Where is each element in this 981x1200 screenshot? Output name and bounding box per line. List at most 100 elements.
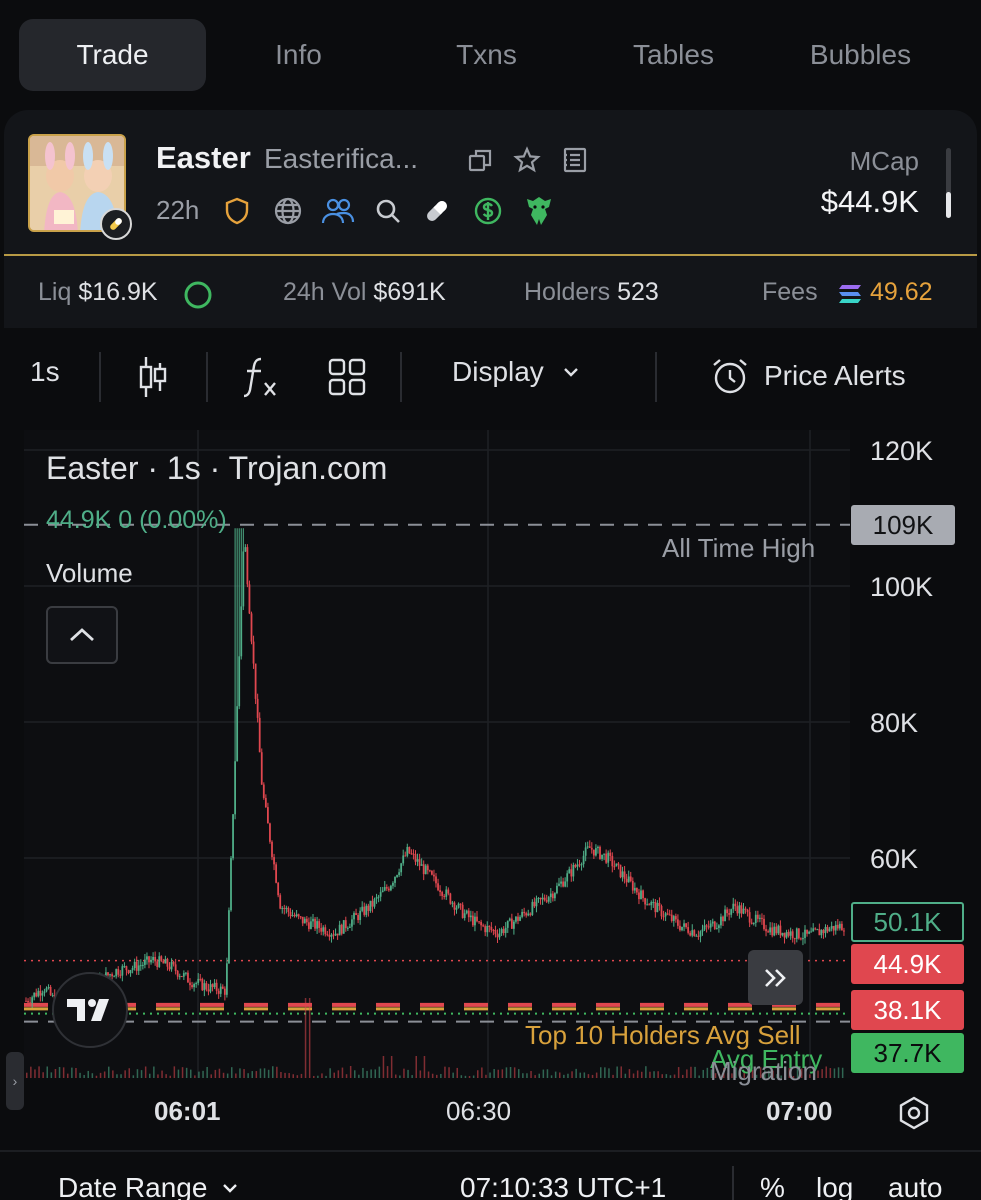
volume-bar [185, 1067, 188, 1078]
volume-bar [542, 1069, 545, 1078]
search-icon[interactable] [373, 196, 403, 226]
candle-body [195, 982, 198, 984]
candle-body [621, 871, 624, 878]
volume-bar [727, 1073, 729, 1078]
candle-body [590, 847, 593, 850]
volume-bar [776, 1074, 778, 1078]
volume-bar [456, 1067, 458, 1078]
layout-grid-icon[interactable] [326, 356, 368, 398]
display-dropdown[interactable]: Display [452, 356, 580, 388]
token-name: Easter [156, 140, 251, 175]
candle-body [588, 846, 591, 848]
candle-body [800, 938, 802, 940]
candle-body [707, 926, 710, 928]
notes-icon[interactable] [560, 145, 590, 175]
volume-bar [747, 1075, 750, 1078]
date-range-dropdown[interactable]: Date Range [58, 1172, 239, 1200]
volume-bar [108, 1066, 110, 1078]
card-scrollbar[interactable] [946, 148, 951, 218]
candle-body [826, 926, 829, 932]
shield-icon[interactable] [222, 196, 252, 226]
candle-body [379, 892, 382, 897]
candle-body [328, 934, 331, 937]
volume-bar [813, 1072, 815, 1078]
volume-bar [649, 1071, 651, 1078]
candle-body [551, 893, 554, 899]
copy-icon[interactable] [466, 147, 494, 175]
price-chart[interactable] [24, 430, 850, 1078]
candle-body [759, 917, 761, 919]
volume-bar [386, 1066, 389, 1078]
candle-body [568, 869, 571, 874]
price-chart-canvas[interactable] [24, 430, 850, 1078]
candle-body [404, 855, 407, 857]
candle-body [693, 930, 696, 937]
volume-bar [604, 1067, 606, 1078]
log-scale-toggle[interactable]: log [816, 1172, 854, 1200]
pill-icon[interactable] [422, 196, 452, 226]
tradingview-logo[interactable] [52, 972, 128, 1048]
candle-body [361, 906, 364, 911]
candle-body [209, 984, 212, 992]
candle-body [156, 961, 159, 967]
eagle-icon[interactable] [522, 194, 556, 228]
tab-bubbles[interactable]: Bubbles [809, 39, 912, 70]
volume-bar [554, 1071, 557, 1078]
candle-body [314, 918, 316, 929]
candle-body [324, 927, 327, 935]
candle-body [457, 903, 460, 908]
candle-body [828, 928, 831, 932]
candle-body [107, 972, 109, 976]
community-icon[interactable] [321, 195, 355, 227]
volume-bar [665, 1074, 668, 1078]
collapse-legend-button[interactable] [46, 606, 118, 664]
timezone-clock[interactable]: 07:10:33 UTC+1 [460, 1172, 667, 1200]
tab-trade[interactable]: Trade [19, 19, 206, 91]
solana-icon [836, 280, 864, 308]
dollar-coin-icon[interactable] [472, 195, 504, 227]
tab-tables[interactable]: Tables [633, 39, 714, 70]
candle-body [203, 983, 206, 991]
holders-stat[interactable]: Holders 523 [524, 278, 659, 307]
tab-txns[interactable]: Txns [456, 39, 517, 70]
candle-body [689, 932, 692, 936]
volume-bar [267, 1069, 270, 1078]
candle-body [344, 920, 347, 929]
chart-settings-icon[interactable] [895, 1094, 933, 1132]
indicators-fx-icon[interactable] [240, 354, 280, 400]
interval-select[interactable]: 1s [30, 356, 60, 387]
candle-body [123, 966, 126, 968]
candle-body [679, 925, 681, 931]
card-scrollbar-thumb[interactable] [946, 192, 951, 218]
candle-body [640, 890, 642, 900]
volume-bar [42, 1072, 44, 1078]
side-drawer-handle[interactable]: › [6, 1052, 24, 1110]
candle-body [666, 913, 669, 915]
percent-scale-toggle[interactable]: % [760, 1172, 785, 1200]
candles-icon[interactable] [134, 354, 172, 400]
volume-bar [341, 1067, 344, 1078]
auto-scale-toggle[interactable]: auto [888, 1172, 943, 1200]
price-alerts-button[interactable]: Price Alerts [710, 356, 906, 396]
candle-body [37, 990, 40, 997]
volume-bar [600, 1067, 602, 1078]
volume-bar [325, 1075, 327, 1078]
candle-body [783, 932, 786, 938]
globe-icon[interactable] [272, 195, 304, 227]
tab-info[interactable]: Info [275, 39, 322, 70]
volume-bar [563, 1074, 565, 1078]
volume-bar [608, 1068, 610, 1078]
volume-bar [690, 1066, 692, 1078]
candle-body [701, 929, 704, 932]
star-icon[interactable] [512, 145, 542, 175]
scroll-to-realtime-button[interactable] [748, 950, 803, 1005]
volume-bar [739, 1066, 741, 1078]
candle-body [199, 978, 202, 980]
volume-bar [194, 1075, 196, 1078]
candle-body [242, 551, 245, 607]
candle-body [609, 852, 612, 856]
candle-body [566, 873, 569, 882]
volume-bar [67, 1073, 69, 1078]
candle-body [652, 901, 655, 903]
candle-body [603, 853, 605, 855]
